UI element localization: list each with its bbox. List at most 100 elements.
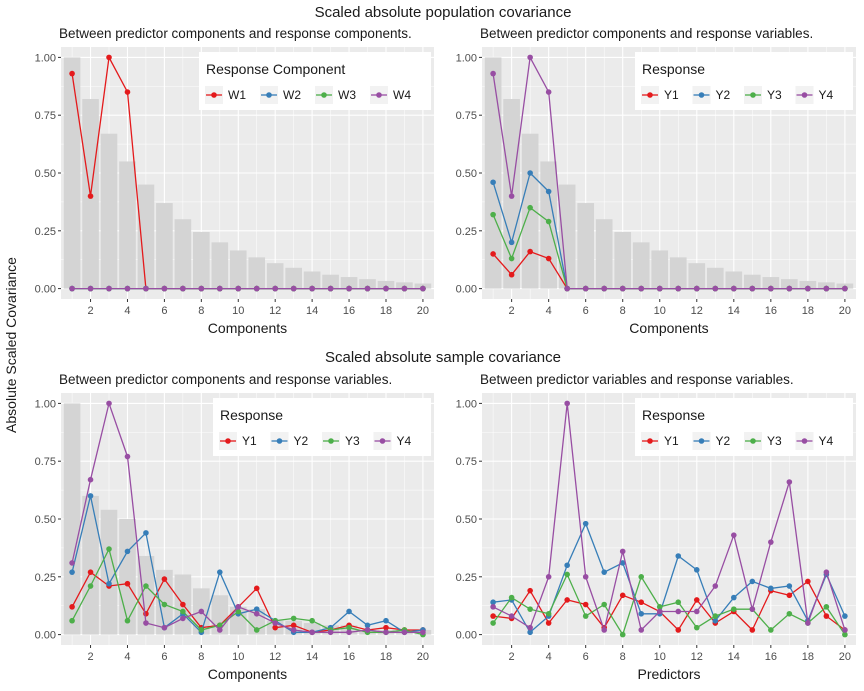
chart-panel-3: 0.00 0.25 0.50 0.75 1.00 2 4 6 8 10 12 14 16 18 20 Betw… bbox=[35, 372, 434, 682]
series-line-y3 bbox=[71, 547, 424, 636]
data-point-w4 bbox=[69, 285, 75, 292]
eigenvalue-bar bbox=[137, 184, 155, 289]
data-point-y2 bbox=[124, 548, 131, 555]
y-tick-label: 0.50 bbox=[456, 168, 477, 180]
series-line-y4 bbox=[492, 403, 846, 633]
legend-label-w2: W2 bbox=[283, 88, 301, 102]
eigenvalue-bar bbox=[743, 274, 761, 289]
data-point-y4 bbox=[601, 627, 607, 633]
legend-key-point bbox=[698, 438, 705, 444]
data-point-y3 bbox=[309, 617, 315, 624]
data-point-y4 bbox=[675, 285, 682, 292]
data-point-y2 bbox=[383, 617, 389, 624]
data-point-y4 bbox=[545, 573, 552, 580]
data-point-y4 bbox=[124, 453, 131, 460]
data-point-w4 bbox=[309, 285, 315, 292]
panel-subtitle: Between predictor components and respons… bbox=[59, 372, 392, 387]
data-point-y4 bbox=[87, 476, 94, 483]
series-line-y1 bbox=[71, 571, 423, 633]
legend-label-y1: Y1 bbox=[664, 88, 679, 102]
legend: Response Y1 Y2 Y3 Y4 bbox=[635, 52, 853, 110]
x-tick-label: 18 bbox=[802, 305, 814, 317]
data-point-y4 bbox=[786, 479, 793, 485]
data-point-y1 bbox=[638, 599, 645, 606]
data-point-y3 bbox=[106, 546, 112, 552]
x-tick-label: 12 bbox=[269, 651, 281, 663]
data-point-y4 bbox=[582, 573, 589, 580]
data-point-w4 bbox=[401, 285, 408, 292]
y-tick-label: 0.50 bbox=[35, 514, 56, 526]
eigenvalue-bar bbox=[119, 161, 136, 289]
eigenvalue-bar bbox=[781, 279, 798, 289]
data-point-y3 bbox=[508, 255, 515, 262]
data-point-y4 bbox=[619, 548, 626, 555]
legend-label-y2: Y2 bbox=[716, 88, 731, 102]
series-line-y2 bbox=[71, 495, 423, 634]
data-point-y4 bbox=[805, 285, 811, 292]
eigenvalue-bar bbox=[669, 257, 687, 289]
x-tick-label: 16 bbox=[343, 651, 355, 663]
legend-label-y3: Y3 bbox=[767, 434, 782, 448]
series-line-y4 bbox=[492, 55, 845, 290]
chart-panel-1: 0.00 0.25 0.50 0.75 1.00 2 4 6 8 10 12 14 16 18 20 Betw… bbox=[35, 26, 434, 336]
data-point-y4 bbox=[619, 285, 626, 292]
y-tick-label: 0.25 bbox=[35, 226, 56, 238]
data-point-y4 bbox=[805, 620, 811, 626]
data-point-y3 bbox=[527, 606, 533, 612]
data-point-w4 bbox=[235, 285, 242, 292]
data-point-y4 bbox=[564, 285, 570, 292]
population-section-title: Scaled absolute population covariance bbox=[315, 4, 572, 21]
data-point-y3 bbox=[290, 615, 297, 622]
data-point-w4 bbox=[87, 285, 94, 292]
legend-key-point bbox=[376, 92, 382, 98]
data-point-y3 bbox=[545, 610, 552, 617]
data-point-y3 bbox=[545, 218, 552, 225]
data-point-y4 bbox=[638, 285, 645, 292]
eigenvalue-bar bbox=[359, 279, 376, 289]
x-tick-label: 6 bbox=[583, 305, 589, 317]
data-point-y3 bbox=[490, 211, 496, 218]
chart-panels: 0.00 0.25 0.50 0.75 1.00 2 4 6 8 10 12 14 16 18 20 Betw… bbox=[35, 26, 856, 682]
x-tick-label: 10 bbox=[232, 651, 244, 663]
data-point-y2 bbox=[545, 188, 552, 195]
data-point-y4 bbox=[161, 624, 168, 631]
x-tick-label: 2 bbox=[87, 651, 93, 663]
data-point-y2 bbox=[582, 520, 589, 527]
chart-panel-4: 0.00 0.25 0.50 0.75 1.00 2 4 6 8 10 12 14 16 18 20 Betw… bbox=[456, 372, 856, 682]
legend-key-point bbox=[801, 438, 808, 444]
data-point-y2 bbox=[731, 594, 737, 601]
eigenvalue-bar bbox=[577, 203, 595, 289]
legend-label-y3: Y3 bbox=[767, 88, 782, 102]
x-tick-label: 6 bbox=[161, 651, 167, 663]
data-point-y1 bbox=[749, 627, 756, 633]
x-tick-label: 20 bbox=[417, 651, 429, 663]
data-point-y4 bbox=[290, 627, 297, 633]
data-point-y3 bbox=[712, 613, 719, 619]
legend-key-point bbox=[276, 438, 283, 444]
eigenvalue-bar bbox=[119, 519, 136, 635]
y-tick-label: 1.00 bbox=[456, 52, 477, 64]
data-point-y1 bbox=[87, 569, 94, 575]
data-point-y3 bbox=[69, 617, 75, 624]
legend-label-y2: Y2 bbox=[716, 434, 731, 448]
data-point-y1 bbox=[805, 578, 811, 585]
data-point-y1 bbox=[823, 613, 830, 619]
legend-key-point bbox=[801, 92, 808, 98]
data-point-y1 bbox=[161, 576, 168, 582]
eigenvalue-bar bbox=[377, 280, 395, 289]
data-point-y4 bbox=[731, 285, 737, 292]
data-point-y2 bbox=[143, 530, 149, 536]
x-tick-label: 10 bbox=[232, 305, 244, 317]
data-point-y4 bbox=[143, 620, 149, 626]
legend-key-point bbox=[647, 92, 653, 98]
data-point-w1 bbox=[69, 70, 75, 77]
data-point-y4 bbox=[272, 620, 278, 626]
x-tick-label: 10 bbox=[654, 651, 666, 663]
data-point-y2 bbox=[749, 578, 756, 585]
data-point-y4 bbox=[235, 604, 242, 610]
data-point-y2 bbox=[619, 560, 626, 566]
y-tick-label: 0.75 bbox=[456, 456, 477, 468]
data-point-y4 bbox=[656, 608, 663, 615]
data-point-w4 bbox=[420, 285, 426, 292]
x-tick-label: 14 bbox=[306, 305, 318, 317]
